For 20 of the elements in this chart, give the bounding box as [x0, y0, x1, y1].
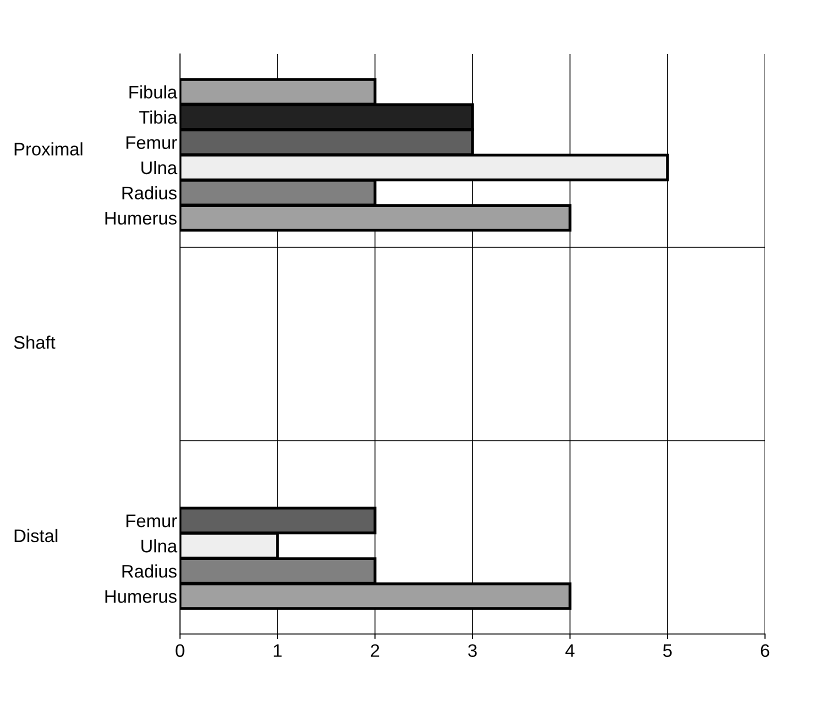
y-tick-label: Ulna: [141, 539, 178, 552]
y-tick-label: Humerus: [105, 590, 177, 603]
x-tick-label: 5: [663, 644, 672, 657]
y-tick-label: Humerus: [105, 212, 177, 225]
text: Distal: [14, 528, 58, 542]
x-tick-label: 4: [565, 644, 574, 657]
x-tick-label: 0: [176, 644, 184, 657]
text: Shaft: [14, 336, 56, 349]
x-tick-label: 2: [370, 644, 380, 657]
y-tick-label: Radius: [122, 564, 177, 578]
y-tick-label: Fibula: [130, 85, 178, 99]
y-tick-label: Ulna: [141, 160, 178, 174]
text: Proximal: [14, 142, 82, 156]
x-tick-label: 1: [274, 644, 282, 657]
x-tick-label: 6: [760, 644, 770, 657]
y-tick-label: Tibia: [139, 110, 178, 124]
x-tick-label: 3: [468, 644, 477, 657]
y-tick-label: Femur: [126, 136, 177, 149]
y-tick-label: Femur: [126, 514, 177, 528]
y-tick-label: Radius: [122, 186, 177, 200]
